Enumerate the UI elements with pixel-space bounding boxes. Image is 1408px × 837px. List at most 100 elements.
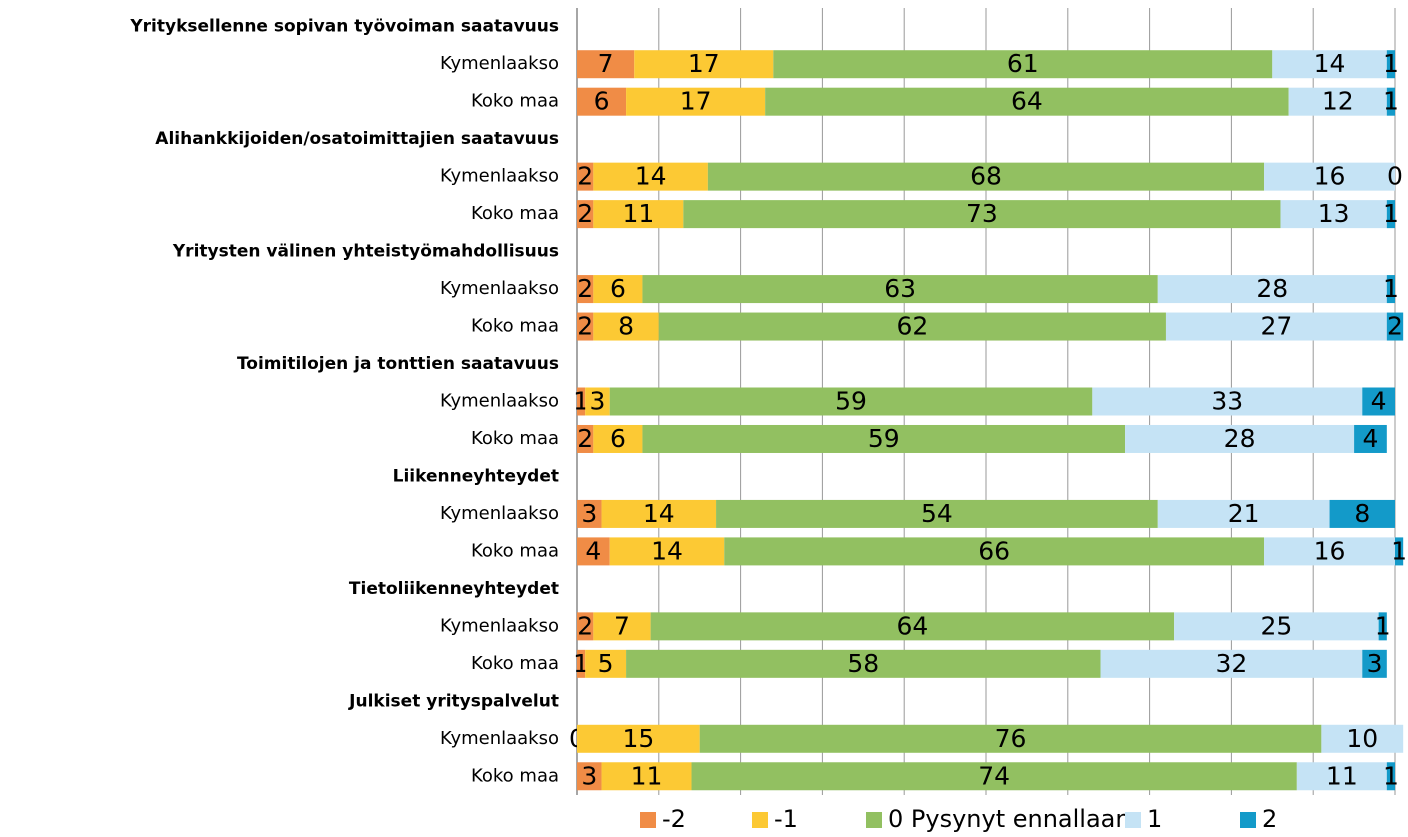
bar-segment [1100, 649, 1363, 678]
data-label: 61 [1007, 49, 1039, 78]
bar-segment [626, 87, 766, 116]
data-label: 63 [884, 274, 916, 303]
bar-segment [585, 387, 610, 416]
bar-segment [683, 200, 1281, 229]
bar-segment [609, 387, 1093, 416]
data-label: 1 [1383, 87, 1399, 116]
bar-segment [577, 537, 610, 566]
y-tick-label: Kymenlaakso [440, 615, 559, 636]
data-label: 13 [1318, 199, 1350, 228]
group-label: Liikenneyhteydet [393, 466, 559, 486]
data-label: 64 [1011, 87, 1043, 116]
bar-segment [1296, 762, 1387, 791]
data-label: 2 [577, 162, 593, 191]
y-tick-label: Koko maa [471, 653, 559, 674]
data-label: 32 [1215, 649, 1247, 678]
data-label: 2 [577, 274, 593, 303]
data-label: 74 [978, 761, 1010, 790]
data-label: 27 [1260, 312, 1292, 341]
data-label: 33 [1211, 387, 1243, 416]
bar-segment [609, 537, 725, 566]
data-label: 16 [1314, 162, 1346, 191]
y-tick-label: Koko maa [471, 540, 559, 561]
data-label: 15 [622, 724, 654, 753]
data-label: 3 [1367, 649, 1383, 678]
bar-segment [1264, 162, 1395, 191]
data-label: 14 [1314, 49, 1346, 78]
bar-segment [1264, 537, 1395, 566]
bar-segment [658, 312, 1166, 341]
group-label: Yrityksellenne sopivan työvoiman saatavu… [129, 17, 559, 37]
data-label: 6 [594, 87, 610, 116]
data-label: 4 [1363, 424, 1379, 453]
data-label: 3 [581, 761, 597, 790]
data-label: 1 [573, 387, 589, 416]
data-label: 1 [1383, 199, 1399, 228]
bar-segment [1386, 50, 1395, 79]
y-tick-label: Kymenlaakso [440, 503, 559, 524]
data-label: 25 [1260, 611, 1292, 640]
group-label: Julkiset yrityspalvelut [348, 691, 559, 711]
bar-segment [593, 312, 659, 341]
bar-segment [642, 275, 1158, 304]
group-label: Toimitilojen ja tonttien saatavuus [237, 354, 559, 374]
bar-segment [577, 612, 594, 641]
data-label: 16 [1314, 536, 1346, 565]
y-tick-label: Kymenlaakso [440, 53, 559, 74]
bar-segment [593, 200, 684, 229]
bar-segment [642, 424, 1126, 453]
bar-segment [626, 649, 1101, 678]
data-label: 2 [1387, 312, 1403, 341]
bar-segment [593, 275, 643, 304]
data-label: 3 [589, 387, 605, 416]
data-label: 58 [847, 649, 879, 678]
group-label: Tietoliikenneyhteydet [349, 579, 559, 599]
bar-segment [1395, 537, 1404, 566]
data-label: 6 [610, 274, 626, 303]
bar-segment [1288, 87, 1387, 116]
data-label: 54 [921, 499, 953, 528]
data-label: 2 [577, 424, 593, 453]
data-label: 1 [1383, 49, 1399, 78]
data-label: 4 [1371, 387, 1387, 416]
data-label: 1 [1375, 611, 1391, 640]
legend-label: -2 [662, 805, 686, 833]
data-label: 2 [577, 199, 593, 228]
data-label: 6 [610, 424, 626, 453]
y-tick-label: Koko maa [471, 765, 559, 786]
data-label: 1 [1383, 274, 1399, 303]
bar-segment [601, 762, 692, 791]
bar-segment [577, 649, 586, 678]
bar-segment [707, 162, 1265, 191]
data-label: 68 [970, 162, 1002, 191]
bar-segment [1362, 387, 1395, 416]
y-tick-label: Koko maa [471, 428, 559, 449]
bar-segment [1165, 312, 1387, 341]
bar-segment [577, 499, 602, 528]
data-label: 0 [1387, 162, 1403, 191]
bar-segment [1354, 424, 1387, 453]
data-label: 14 [643, 499, 675, 528]
bar-segment [577, 762, 602, 791]
data-label: 17 [688, 49, 720, 78]
bar-segment [1386, 200, 1395, 229]
bar-segment [1329, 499, 1395, 528]
data-label: 2 [577, 312, 593, 341]
bar-segment [593, 162, 708, 191]
data-label: 73 [966, 199, 998, 228]
legend-swatch [752, 812, 768, 828]
bar-segment [577, 87, 627, 116]
bar-segment [1386, 762, 1395, 791]
legend-label: 0 Pysynyt ennallaan [888, 805, 1131, 833]
data-label: 12 [1322, 87, 1354, 116]
data-label: 1 [573, 649, 589, 678]
bar-segment [577, 162, 594, 191]
data-label: 3 [581, 499, 597, 528]
data-label: 11 [622, 199, 654, 228]
bar-segment [765, 87, 1289, 116]
data-label: 8 [1354, 499, 1370, 528]
bar-segment [634, 50, 774, 79]
data-label: 2 [577, 611, 593, 640]
data-label: 5 [598, 649, 614, 678]
